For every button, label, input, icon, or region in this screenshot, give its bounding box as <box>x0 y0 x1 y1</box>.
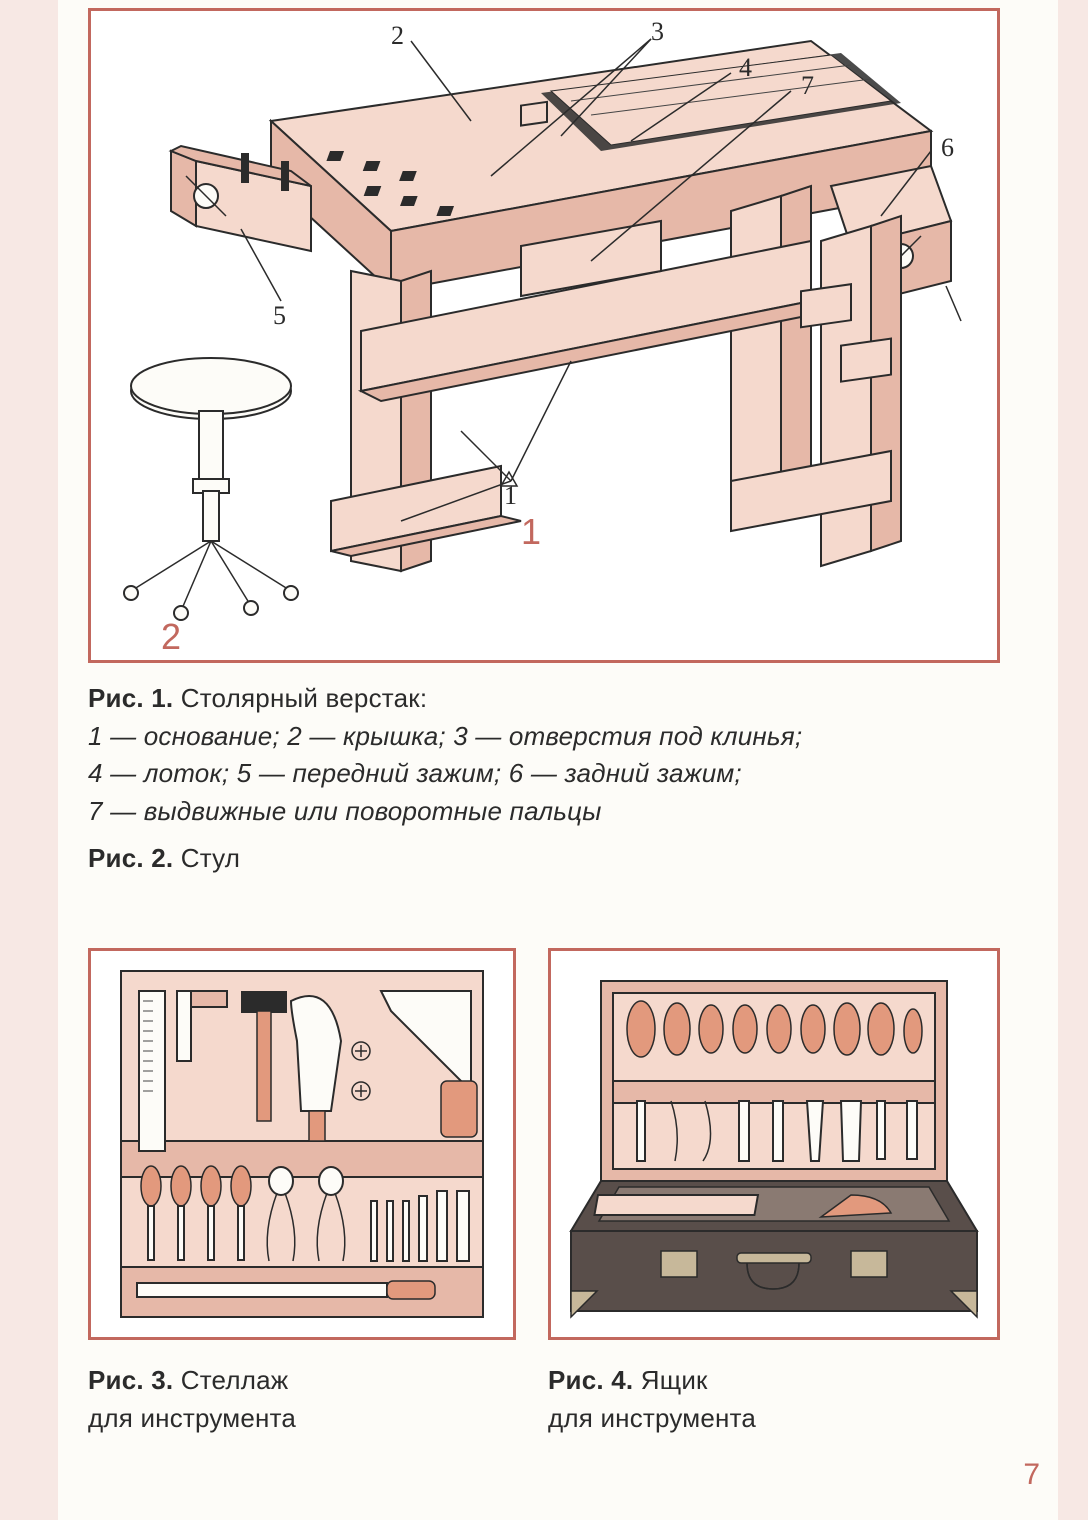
fig1-legend-3: 7 — выдвижные или поворотные пальцы <box>88 796 602 826</box>
toolbox-illustration <box>551 951 997 1337</box>
callout-6: 6 <box>941 133 954 163</box>
fig3-title-1: Стеллаж <box>181 1365 289 1395</box>
fig3-title-2: для инструмента <box>88 1400 296 1438</box>
fig4-prefix: Рис. 4. <box>548 1365 633 1395</box>
figure-4-box <box>548 948 1000 1340</box>
callout-3: 3 <box>651 17 664 47</box>
object-label-1: 1 <box>521 511 541 553</box>
callout-1: 1 <box>504 481 517 511</box>
callout-5: 5 <box>273 301 286 331</box>
fig1-title: Столярный верстак: <box>181 683 428 713</box>
callout-7: 7 <box>801 71 814 101</box>
figure-1-caption: Рис. 1. Столярный верстак: 1 — основание… <box>88 680 1000 831</box>
object-label-2: 2 <box>161 616 181 658</box>
figure-4-caption: Рис. 4. Ящик для инструмента <box>548 1362 756 1437</box>
fig4-title-1: Ящик <box>641 1365 708 1395</box>
figure-3-box <box>88 948 516 1340</box>
page-number: 7 <box>1023 1458 1040 1492</box>
fig4-title-2: для инструмента <box>548 1400 756 1438</box>
figure-1-box: 2 3 4 7 6 5 1 1 2 <box>88 8 1000 663</box>
workbench-diagram <box>91 11 997 660</box>
tool-rack-illustration <box>91 951 513 1337</box>
callout-4: 4 <box>739 53 752 83</box>
fig2-title: Стул <box>181 843 240 873</box>
fig1-prefix: Рис. 1. <box>88 683 173 713</box>
fig2-prefix: Рис. 2. <box>88 843 173 873</box>
figure-3-caption: Рис. 3. Стеллаж для инструмента <box>88 1362 296 1437</box>
fig1-legend-1: 1 — основание; 2 — крышка; 3 — отверстия… <box>88 721 802 751</box>
fig3-prefix: Рис. 3. <box>88 1365 173 1395</box>
callout-2: 2 <box>391 21 404 51</box>
fig1-legend-2: 4 — лоток; 5 — передний зажим; 6 — задни… <box>88 758 742 788</box>
figure-2-caption: Рис. 2. Стул <box>88 840 240 878</box>
